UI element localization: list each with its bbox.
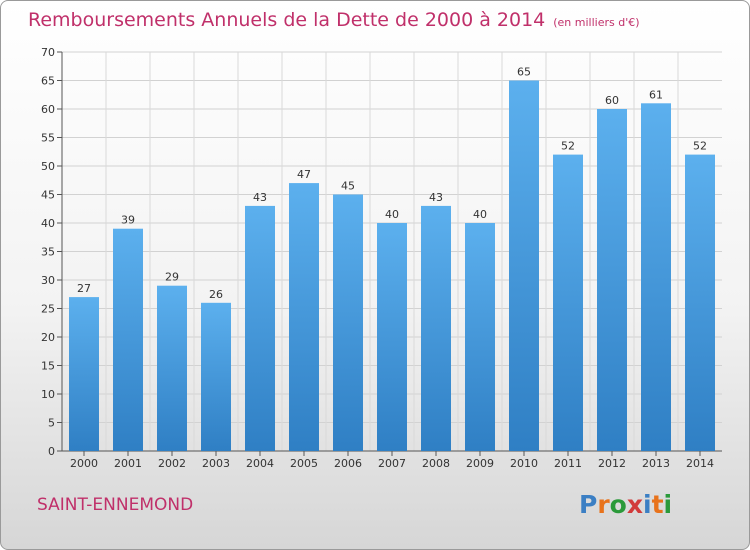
bar [157, 285, 187, 451]
y-tick-label: 10 [41, 388, 55, 401]
x-tick-label: 2008 [422, 457, 450, 470]
value-label: 52 [561, 140, 575, 153]
x-tick-label: 2011 [554, 457, 582, 470]
logo-letter: o [609, 490, 627, 519]
chart-unit-note: (en milliers d'€) [553, 16, 640, 29]
value-label: 39 [121, 214, 135, 227]
chart-title: Remboursements Annuels de la Dette de 20… [28, 9, 640, 31]
commune-name: SAINT-ENNEMOND [37, 495, 194, 515]
bar [289, 183, 319, 451]
bar [509, 80, 539, 451]
logo-letter: x [626, 490, 643, 519]
value-label: 47 [297, 168, 311, 181]
logo-letter: P [579, 490, 598, 519]
x-tick-label: 2004 [246, 457, 274, 470]
bar [333, 194, 363, 451]
value-label: 27 [77, 282, 91, 295]
y-tick-label: 45 [41, 189, 55, 202]
bar [685, 154, 715, 451]
chart-title-main: Remboursements Annuels de la Dette de 20… [28, 9, 546, 31]
y-tick-label: 5 [48, 417, 55, 430]
logo-letter: r [597, 490, 610, 519]
x-tick-label: 2007 [378, 457, 406, 470]
bar [201, 302, 231, 451]
bar [641, 103, 671, 452]
x-tick-label: 2013 [642, 457, 670, 470]
labels: 0 5 10 15 20 25 30 35 40 45 50 55 60 65 70 27 2000 39 2001… [41, 46, 714, 470]
x-tick-label: 2000 [70, 457, 98, 470]
x-tick-label: 2010 [510, 457, 538, 470]
value-label: 52 [693, 140, 707, 153]
value-label: 40 [473, 208, 487, 221]
logo-letter: i [643, 490, 652, 519]
value-label: 61 [649, 88, 663, 101]
value-label: 43 [429, 191, 443, 204]
proxiti-logo: Proxiti [579, 490, 672, 519]
x-tick-label: 2012 [598, 457, 626, 470]
x-tick-label: 2002 [158, 457, 186, 470]
value-label: 29 [165, 271, 179, 284]
y-tick-label: 40 [41, 217, 55, 230]
bar [113, 228, 143, 451]
bar [421, 205, 451, 451]
logo-letter: t [651, 490, 664, 519]
bar [245, 205, 275, 451]
y-tick-label: 35 [41, 246, 55, 259]
logo-letter: i [663, 490, 673, 519]
value-label: 45 [341, 180, 355, 193]
y-tick-label: 65 [41, 75, 55, 88]
bar [597, 109, 627, 451]
value-label: 60 [605, 94, 619, 107]
value-label: 65 [517, 66, 531, 79]
y-tick-label: 60 [41, 103, 55, 116]
x-tick-label: 2006 [334, 457, 362, 470]
y-tick-label: 70 [41, 46, 55, 59]
x-tick-label: 2001 [114, 457, 142, 470]
y-tick-label: 15 [41, 360, 55, 373]
bars [69, 80, 715, 452]
y-tick-label: 25 [41, 303, 55, 316]
x-tick-label: 2014 [686, 457, 714, 470]
value-label: 40 [385, 208, 399, 221]
bar [465, 223, 495, 451]
bar [69, 297, 99, 451]
x-tick-label: 2005 [290, 457, 318, 470]
bar [553, 154, 583, 451]
y-tick-label: 20 [41, 331, 55, 344]
value-label: 26 [209, 288, 223, 301]
y-tick-label: 50 [41, 160, 55, 173]
x-tick-label: 2003 [202, 457, 230, 470]
value-label: 43 [253, 191, 267, 204]
x-tick-label: 2009 [466, 457, 494, 470]
y-tick-label: 30 [41, 274, 55, 287]
y-tick-label: 0 [48, 445, 55, 458]
bar [377, 223, 407, 451]
y-tick-label: 55 [41, 132, 55, 145]
